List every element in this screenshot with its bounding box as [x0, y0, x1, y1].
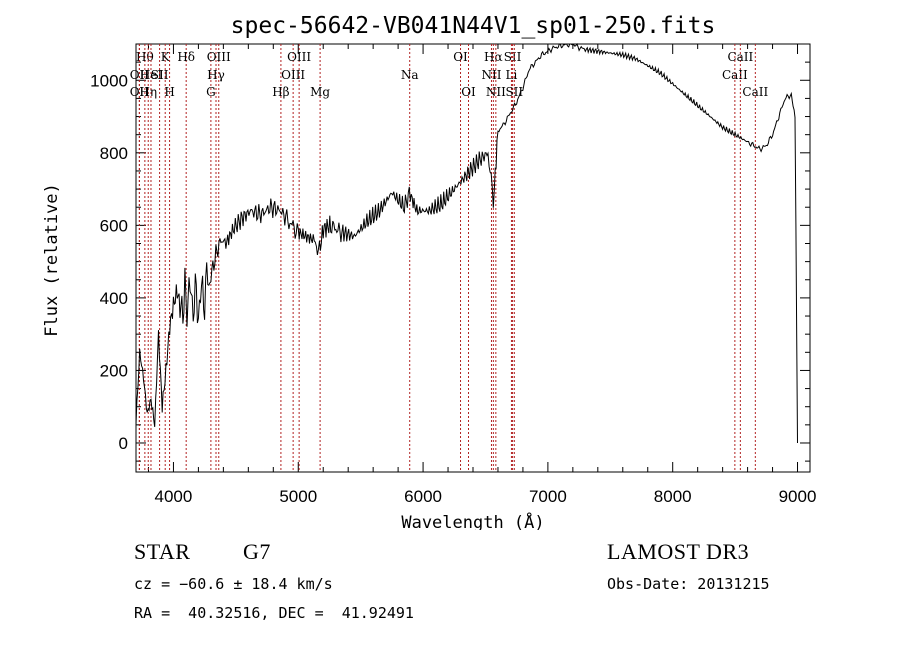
spectral-line-label: OI [461, 85, 476, 99]
y-tick-label: 200 [100, 361, 128, 380]
redshift-velocity: cz = −60.6 ± 18.4 km/s [134, 575, 333, 593]
spectral-line-label: NII [481, 68, 501, 82]
y-axis-label: Flux (relative) [42, 183, 62, 337]
spectral-line-label: K [161, 50, 171, 64]
spectral-line-label: Hγ [207, 68, 225, 82]
y-tick-label: 0 [119, 434, 128, 453]
x-axis: 4000 5000 6000 7000 8000 9000 [147, 44, 817, 506]
spectral-line-label: HeI [140, 68, 163, 82]
spectral-line-label: G [206, 85, 216, 99]
spectral-line-label: Na [401, 68, 419, 82]
x-tick-label: 9000 [779, 487, 817, 506]
spectral-line-label: CaII [722, 68, 748, 82]
spectral-line-label: Li [506, 68, 518, 82]
spectral-line-label: OII [130, 68, 150, 82]
spectral-line-label: H [164, 85, 174, 99]
spectrum-chart: spec-56642-VB041N44V1_sp01-250.fits 4000… [42, 13, 817, 530]
spectral-line-label: Hβ [272, 85, 289, 99]
object-class: STAR [134, 539, 191, 564]
spectral-line-label: OIII [287, 50, 311, 64]
flux-series-line [135, 42, 798, 444]
y-tick-label: 600 [100, 216, 128, 235]
spectral-line-markers: HθOIIOIIHηHeISIIKHHδGHγOIIIHβOIIIOIIIMgN… [130, 44, 768, 472]
plot-frame [135, 43, 811, 473]
x-tick-label: 8000 [654, 487, 692, 506]
spectral-line-label: Mg [310, 85, 330, 99]
spectral-line-label: Hδ [177, 50, 195, 64]
observation-date: Obs-Date: 20131215 [607, 575, 770, 593]
spectral-line-label: Hα [484, 50, 503, 64]
x-tick-label: 6000 [404, 487, 442, 506]
spectral-line-label: OIII [207, 50, 231, 64]
spectral-line-label: Hη [139, 85, 157, 99]
x-axis-label: Wavelength (Å) [401, 511, 544, 530]
spectral-line-label: Hθ [136, 50, 154, 64]
spectral-line-label: OI [453, 50, 468, 64]
survey-name: LAMOST DR3 [607, 539, 750, 564]
spectral-line-label: OIII [281, 68, 305, 82]
x-tick-label: 4000 [155, 487, 193, 506]
x-tick-label: 7000 [529, 487, 567, 506]
y-tick-label: 1000 [90, 71, 128, 90]
y-axis: 0 200 400 600 800 1000 [90, 43, 810, 462]
spectral-line-label: CaII [727, 50, 753, 64]
chart-title: spec-56642-VB041N44V1_sp01-250.fits [231, 13, 716, 39]
x-tick-label: 5000 [279, 487, 317, 506]
spectral-line-label: SII [151, 68, 169, 82]
spectral-line-label: SII [504, 50, 522, 64]
spectral-line-label: CaII [742, 85, 768, 99]
coordinates: RA = 40.32516, DEC = 41.92491 [134, 604, 414, 622]
spectral-line-label: OII [130, 85, 150, 99]
object-subclass: G7 [243, 539, 271, 564]
y-tick-label: 800 [100, 144, 128, 163]
spectral-line-label: NII [486, 85, 506, 99]
y-tick-label: 400 [100, 289, 128, 308]
